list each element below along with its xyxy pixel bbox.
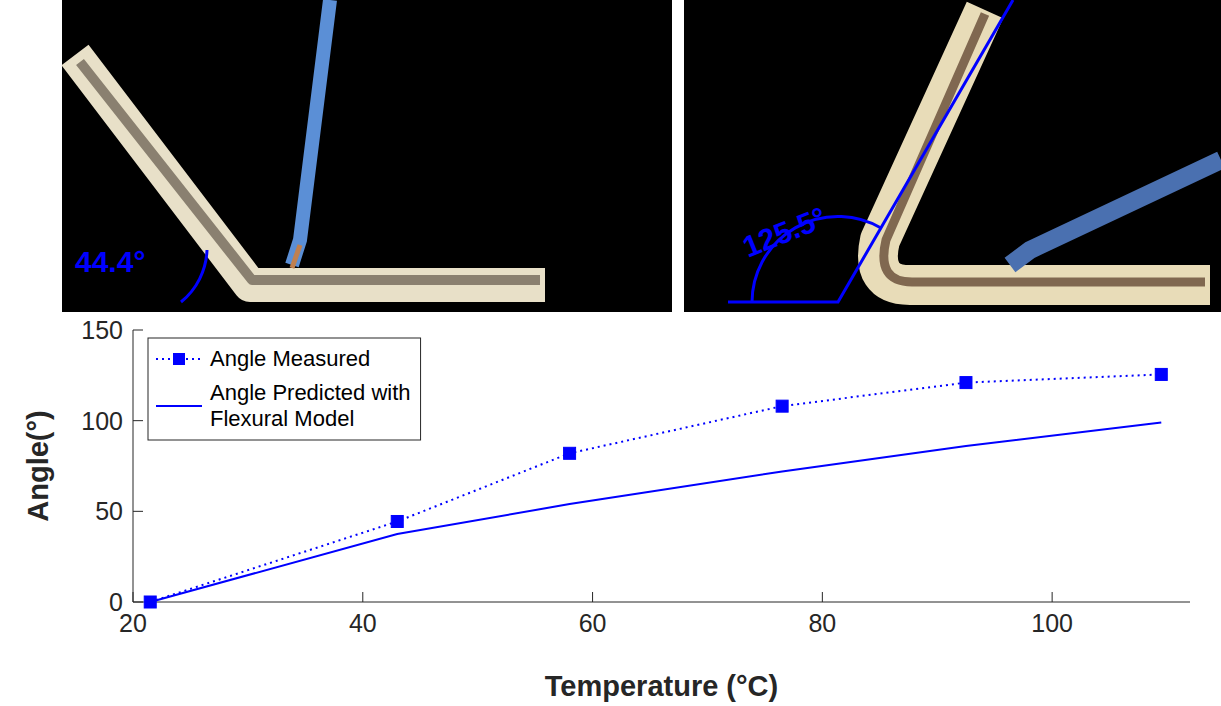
series-line — [150, 422, 1161, 602]
y-axis-title: Angle(°) — [22, 410, 54, 521]
x-axis — [133, 602, 1190, 603]
plot-area — [144, 368, 1167, 608]
y-tick — [133, 602, 143, 603]
legend-label: Angle Measured — [210, 346, 370, 371]
x-tick-label: 80 — [808, 609, 836, 637]
photo-right — [684, 0, 1221, 312]
x-tick-label: 100 — [1031, 609, 1073, 637]
y-tick-label: 50 — [95, 497, 123, 525]
wire — [292, 0, 330, 265]
y-tick-label: 150 — [81, 316, 123, 344]
x-axis-title: Temperature (°C) — [545, 670, 778, 702]
y-tick — [133, 420, 143, 421]
y-tick-label: 0 — [109, 588, 123, 616]
annotation: 44.4° — [75, 245, 145, 278]
y-tick — [133, 330, 143, 331]
photo-left — [62, 0, 672, 312]
divider — [677, 0, 680, 312]
x-tick-label: 60 — [579, 609, 607, 637]
y-tick — [133, 511, 143, 512]
legend-label: Angle Predicted withFlexural Model — [210, 380, 411, 431]
legend-label-line: Angle Predicted with — [210, 380, 411, 405]
y-axis — [133, 330, 134, 602]
y-tick-label: 100 — [81, 407, 123, 435]
marker — [1155, 368, 1167, 380]
figure: 44.4° 125.5° 20 40 60 80 100 0 50 100 150 Temperatu… — [0, 0, 1221, 706]
wire-tip — [292, 245, 300, 268]
marker — [960, 377, 972, 389]
marker — [776, 400, 788, 412]
x-tick-label: 40 — [349, 609, 377, 637]
marker — [564, 447, 576, 459]
legend-marker — [173, 353, 185, 365]
series-line — [150, 374, 1161, 602]
x-tick — [362, 592, 363, 602]
x-tick — [1052, 592, 1053, 602]
x-tick — [592, 592, 593, 602]
marker — [391, 515, 403, 527]
annotation: 125.5° — [738, 200, 831, 263]
legend-label-line: Angle Measured — [210, 346, 370, 371]
x-tick — [822, 592, 823, 602]
legend: Angle Measured Angle Predicted withFlexur… — [148, 338, 421, 440]
x-tick-label: 20 — [119, 609, 147, 637]
wire — [1010, 160, 1221, 265]
legend-box — [148, 338, 421, 440]
x-tick — [133, 592, 134, 602]
angle-line — [728, 0, 1013, 302]
legend-line — [156, 405, 202, 407]
angle-arc — [181, 250, 207, 302]
legend-label-line: Flexural Model — [210, 406, 354, 431]
